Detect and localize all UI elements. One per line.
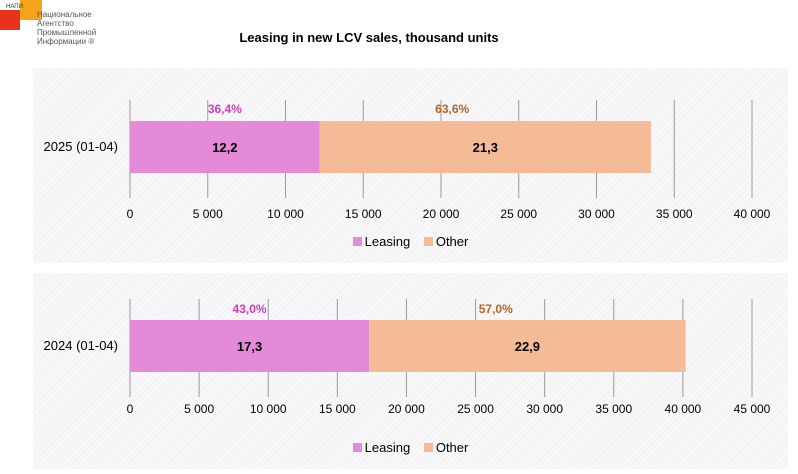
napi-logo: НАПИ Национальное Агентство Промышленной… bbox=[0, 0, 100, 55]
x-tick-label: 5 000 bbox=[193, 207, 223, 221]
x-tick-label: 15 000 bbox=[319, 402, 356, 416]
x-tick-label: 5 000 bbox=[184, 402, 214, 416]
x-tick-label: 35 000 bbox=[595, 402, 632, 416]
x-tick-label: 20 000 bbox=[388, 402, 425, 416]
logo-line: Агентство bbox=[37, 19, 74, 28]
share-label: 57,0% bbox=[479, 302, 513, 316]
bar-other bbox=[369, 320, 686, 372]
x-tick-label: 40 000 bbox=[665, 402, 702, 416]
chart-title: Leasing in new LCV sales, thousand units bbox=[239, 30, 499, 45]
x-tick-label: 30 000 bbox=[578, 207, 615, 221]
legend-item-other: Other bbox=[423, 234, 469, 249]
x-tick-label: 15 000 bbox=[345, 207, 382, 221]
bar-other bbox=[319, 121, 651, 173]
legend-label: Leasing bbox=[364, 440, 411, 455]
logo-org-name: Национальное Агентство Промышленной Инфо… bbox=[37, 10, 96, 46]
x-tick-label: 20 000 bbox=[423, 207, 460, 221]
x-tick-label: 40 000 bbox=[734, 207, 771, 221]
chart-2025-svg: 0 5 000 10 000 15 000 20 000 25 000 30 000 35 0… bbox=[44, 100, 771, 221]
share-label: 63,6% bbox=[435, 102, 469, 116]
bar-leasing bbox=[130, 121, 320, 173]
logo-line: Национальное bbox=[37, 10, 92, 19]
chart-2024-svg: 0 5 000 10 000 15 000 20 000 25 000 30 000 35 0… bbox=[44, 299, 771, 416]
category-label: 2024 (01-04) bbox=[44, 338, 118, 353]
data-label: 12,2 bbox=[212, 140, 237, 155]
legend-item-leasing: Leasing bbox=[352, 440, 411, 455]
data-label: 22,9 bbox=[515, 339, 540, 354]
bar-leasing bbox=[130, 320, 370, 372]
chart-legend: Leasing Other bbox=[33, 234, 788, 249]
x-tick-label: 30 000 bbox=[526, 402, 563, 416]
share-label: 36,4% bbox=[208, 102, 242, 116]
logo-line: Информации ® bbox=[37, 37, 95, 46]
legend-item-leasing: Leasing bbox=[352, 234, 411, 249]
x-tick-label: 10 000 bbox=[250, 402, 287, 416]
share-label: 43,0% bbox=[233, 302, 267, 316]
legend-swatch-leasing bbox=[352, 237, 362, 246]
data-label: 17,3 bbox=[237, 339, 262, 354]
logo-line: Промышленной bbox=[37, 28, 97, 37]
x-tick-label: 0 bbox=[127, 402, 134, 416]
x-tick-label: 25 000 bbox=[457, 402, 494, 416]
x-tick-label: 10 000 bbox=[267, 207, 304, 221]
chart-legend: Leasing Other bbox=[33, 440, 788, 455]
legend-swatch-other bbox=[423, 443, 433, 452]
logo-abbr: НАПИ bbox=[6, 4, 23, 10]
legend-label: Leasing bbox=[364, 234, 411, 249]
x-tick-label: 45 000 bbox=[734, 402, 771, 416]
legend-swatch-leasing bbox=[352, 443, 362, 452]
logo-orange-square bbox=[20, 0, 42, 20]
legend-label: Other bbox=[435, 234, 469, 249]
legend-label: Other bbox=[435, 440, 469, 455]
logo-red-square bbox=[0, 10, 20, 30]
legend-swatch-other bbox=[423, 237, 433, 246]
x-tick-label: 0 bbox=[127, 207, 134, 221]
chart-panel-2024: 0 5 000 10 000 15 000 20 000 25 000 30 000 35 0… bbox=[33, 273, 788, 469]
data-label: 21,3 bbox=[473, 140, 498, 155]
legend-item-other: Other bbox=[423, 440, 469, 455]
category-label: 2025 (01-04) bbox=[44, 139, 118, 154]
chart-panel-2025: 0 5 000 10 000 15 000 20 000 25 000 30 000 35 0… bbox=[33, 68, 788, 263]
x-tick-label: 25 000 bbox=[500, 207, 537, 221]
x-tick-label: 35 000 bbox=[656, 207, 693, 221]
